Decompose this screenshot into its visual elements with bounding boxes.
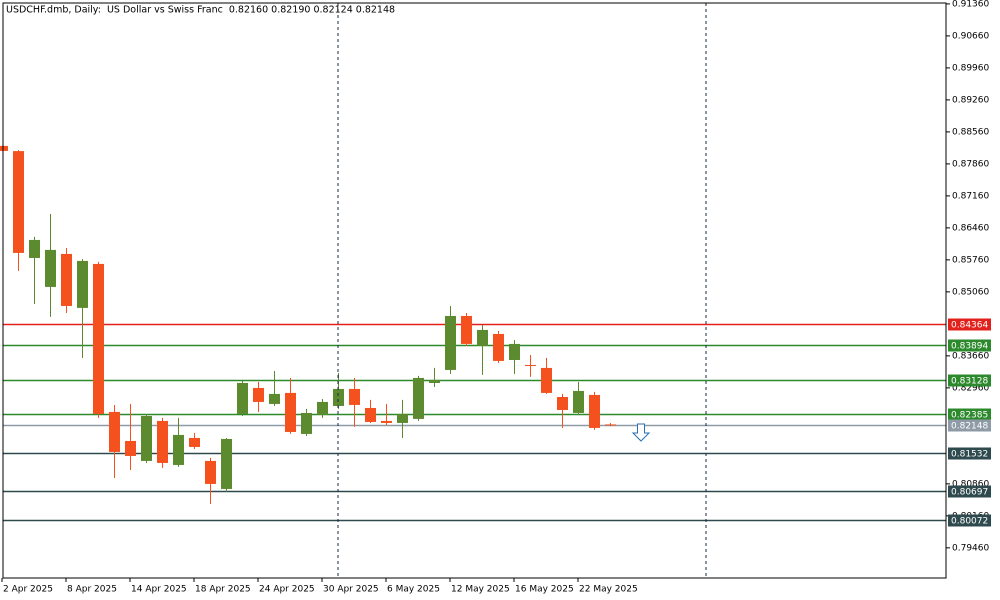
candle-body	[221, 438, 232, 489]
y-tick-label: 0.87160	[952, 191, 989, 201]
candle-body	[413, 377, 424, 419]
candle-body	[205, 460, 216, 484]
x-tick-label: 18 Apr 2025	[195, 585, 251, 595]
candles-layer	[0, 145, 616, 504]
price-level-label-box	[948, 408, 991, 421]
candle-body	[109, 411, 120, 452]
candle-body	[589, 394, 600, 428]
candle-body	[493, 333, 504, 361]
candle-body	[557, 396, 568, 410]
candle-body	[381, 420, 392, 423]
y-tick-label: 0.79460	[952, 543, 989, 553]
price-level-label-box	[948, 374, 991, 387]
x-tick-label: 30 Apr 2025	[323, 585, 379, 595]
candle-body	[61, 253, 72, 306]
candle-body	[461, 315, 472, 344]
candle-body	[509, 343, 520, 360]
candle-body	[605, 424, 616, 426]
price-level-label: 0.80072	[951, 517, 988, 527]
price-level-label: 0.83894	[951, 342, 988, 352]
y-tick-label: 0.85060	[952, 287, 989, 297]
price-level-label-box	[948, 419, 991, 432]
x-tick-label: 22 May 2025	[579, 585, 638, 595]
candle-body	[333, 388, 344, 406]
price-level-label-box	[948, 318, 991, 331]
sell-arrow-icon	[631, 423, 651, 442]
price-level-label: 0.81532	[951, 450, 988, 460]
candle-body	[253, 387, 264, 402]
candle-body	[365, 407, 376, 422]
chart-title: USDCHF.dmb, Daily: US Dollar vs Swiss Fr…	[6, 5, 395, 16]
plot-frame	[2, 2, 947, 579]
candle-body	[525, 364, 536, 366]
candle-body	[317, 401, 328, 415]
y-tick-label: 0.83660	[952, 351, 989, 361]
x-tick-label: 8 Apr 2025	[67, 585, 117, 595]
y-tick-label: 0.86460	[952, 223, 989, 233]
x-tick-label: 12 May 2025	[451, 585, 510, 595]
candle-body	[301, 412, 312, 434]
x-tick-label: 24 Apr 2025	[259, 585, 315, 595]
candle-body	[93, 263, 104, 414]
x-tick-label: 14 Apr 2025	[131, 585, 187, 595]
x-tick-label: 2 Apr 2025	[3, 585, 53, 595]
price-level-label-box	[948, 485, 991, 498]
candle-body	[237, 382, 248, 414]
candle-body	[157, 420, 168, 463]
candle-body	[29, 239, 40, 258]
candle-body	[141, 415, 152, 461]
candle-body	[429, 379, 440, 383]
candle-body	[77, 260, 88, 308]
y-tick-label: 0.85760	[952, 255, 989, 265]
price-level-label: 0.82148	[951, 422, 988, 432]
candle-body	[285, 392, 296, 432]
candle-body	[173, 434, 184, 465]
candle-body	[445, 315, 456, 370]
candle-body	[397, 413, 408, 423]
y-tick-label: 0.80860	[952, 479, 989, 489]
y-tick-label: 0.87860	[952, 159, 989, 169]
price-level-label-box	[948, 339, 991, 352]
y-tick-label: 0.88560	[952, 127, 989, 137]
candle-body	[189, 437, 200, 447]
y-tick-label: 0.90660	[952, 31, 989, 41]
y-tick-label: 0.91360	[952, 0, 989, 9]
candle-body	[0, 145, 8, 151]
candle-body	[13, 151, 24, 253]
price-level-label: 0.82385	[951, 411, 988, 421]
price-level-label-box	[948, 447, 991, 460]
price-level-label: 0.84364	[951, 321, 988, 331]
y-tick-label: 0.89260	[952, 95, 989, 105]
price-level-label-box	[948, 514, 991, 527]
y-tick-label: 0.82960	[952, 383, 989, 393]
price-level-label: 0.80697	[951, 488, 988, 498]
candle-body	[45, 249, 56, 287]
x-tick-label: 6 May 2025	[387, 585, 440, 595]
candle-body	[541, 367, 552, 393]
x-tick-label: 16 May 2025	[515, 585, 574, 595]
candle-body	[349, 388, 360, 405]
candle-body	[477, 329, 488, 346]
candle-body	[269, 393, 280, 404]
y-tick-label: 0.89960	[952, 63, 989, 73]
candle-body	[125, 440, 136, 456]
price-level-label: 0.83128	[951, 377, 988, 387]
candle-body	[573, 390, 584, 413]
